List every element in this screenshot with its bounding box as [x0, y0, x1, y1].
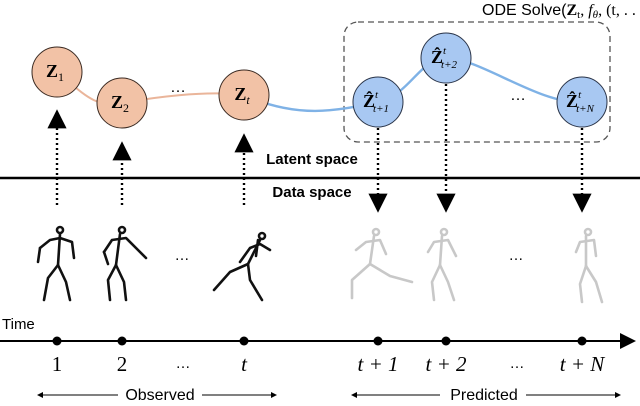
node-subscript: t+1	[373, 103, 389, 115]
predicted-label: Predicted	[450, 387, 518, 404]
node-label: Z2	[111, 92, 129, 115]
node-subscript: t	[246, 93, 250, 107]
ellipsis: …	[510, 87, 526, 104]
node-label: Zt	[234, 84, 250, 107]
time-point	[52, 336, 62, 346]
node-label: Z1	[46, 61, 64, 84]
node-subscript: t+2	[441, 59, 457, 71]
pose-figure	[102, 225, 148, 302]
node-symbol: Z	[46, 61, 58, 81]
predicted-trajectory	[243, 56, 583, 113]
ellipsis: …	[175, 247, 190, 264]
node-subscript: t+N	[576, 103, 594, 115]
time-point	[373, 336, 383, 346]
time-tick-label: t	[241, 352, 248, 376]
pose-figure	[36, 225, 76, 302]
time-label: Time	[2, 316, 35, 333]
node-subscript: 1	[58, 70, 64, 84]
node-symbol: Ẑ	[363, 90, 375, 111]
latent-node	[96, 77, 148, 129]
latent-node	[218, 69, 270, 121]
node-label: Ẑt t+2	[431, 45, 458, 71]
time-point	[239, 336, 249, 346]
time-point	[441, 336, 451, 346]
node-superscript: t	[443, 45, 447, 57]
node-label: Ẑt t+N	[566, 89, 595, 115]
label-bg	[118, 386, 202, 404]
time-tick-label: t + 1	[357, 352, 398, 376]
ode-box	[343, 21, 611, 143]
node-superscript: t	[375, 89, 379, 101]
node-symbol: Ẑ	[566, 90, 578, 111]
pose-figure	[350, 227, 414, 300]
node-subscript: 2	[123, 101, 129, 115]
ellipsis: …	[509, 247, 524, 264]
latent-node	[352, 76, 404, 128]
time-point	[577, 336, 587, 346]
node-symbol: Z	[111, 92, 123, 112]
time-tick-label: 1	[52, 352, 63, 376]
time-tick-label: …	[176, 355, 191, 372]
observed-trajectory	[56, 71, 245, 106]
pose-figure	[212, 231, 272, 302]
data-space-label: Data space	[272, 184, 351, 201]
observed-label: Observed	[125, 387, 194, 404]
node-symbol: Z	[234, 84, 246, 104]
time-tick-label: t + N	[560, 352, 606, 376]
pose-figure	[426, 227, 458, 302]
time-tick-label: 2	[117, 352, 128, 376]
latent-node	[420, 32, 472, 84]
node-label: Ẑt t+1	[363, 89, 389, 115]
ellipsis: …	[170, 79, 186, 96]
time-tick-label: …	[510, 355, 525, 372]
ode-title: ODE Solve(Zt, fθ, (t, . . . , t + N))	[482, 2, 640, 21]
time-tick-label: t + 2	[425, 352, 467, 376]
time-point	[117, 336, 127, 346]
label-bg	[440, 386, 526, 404]
latent-node	[31, 46, 83, 98]
node-superscript: t	[578, 89, 582, 101]
latent-space-label: Latent space	[266, 151, 358, 168]
pose-figure	[574, 227, 604, 304]
latent-node	[556, 76, 608, 128]
node-symbol: Ẑ	[431, 46, 443, 67]
